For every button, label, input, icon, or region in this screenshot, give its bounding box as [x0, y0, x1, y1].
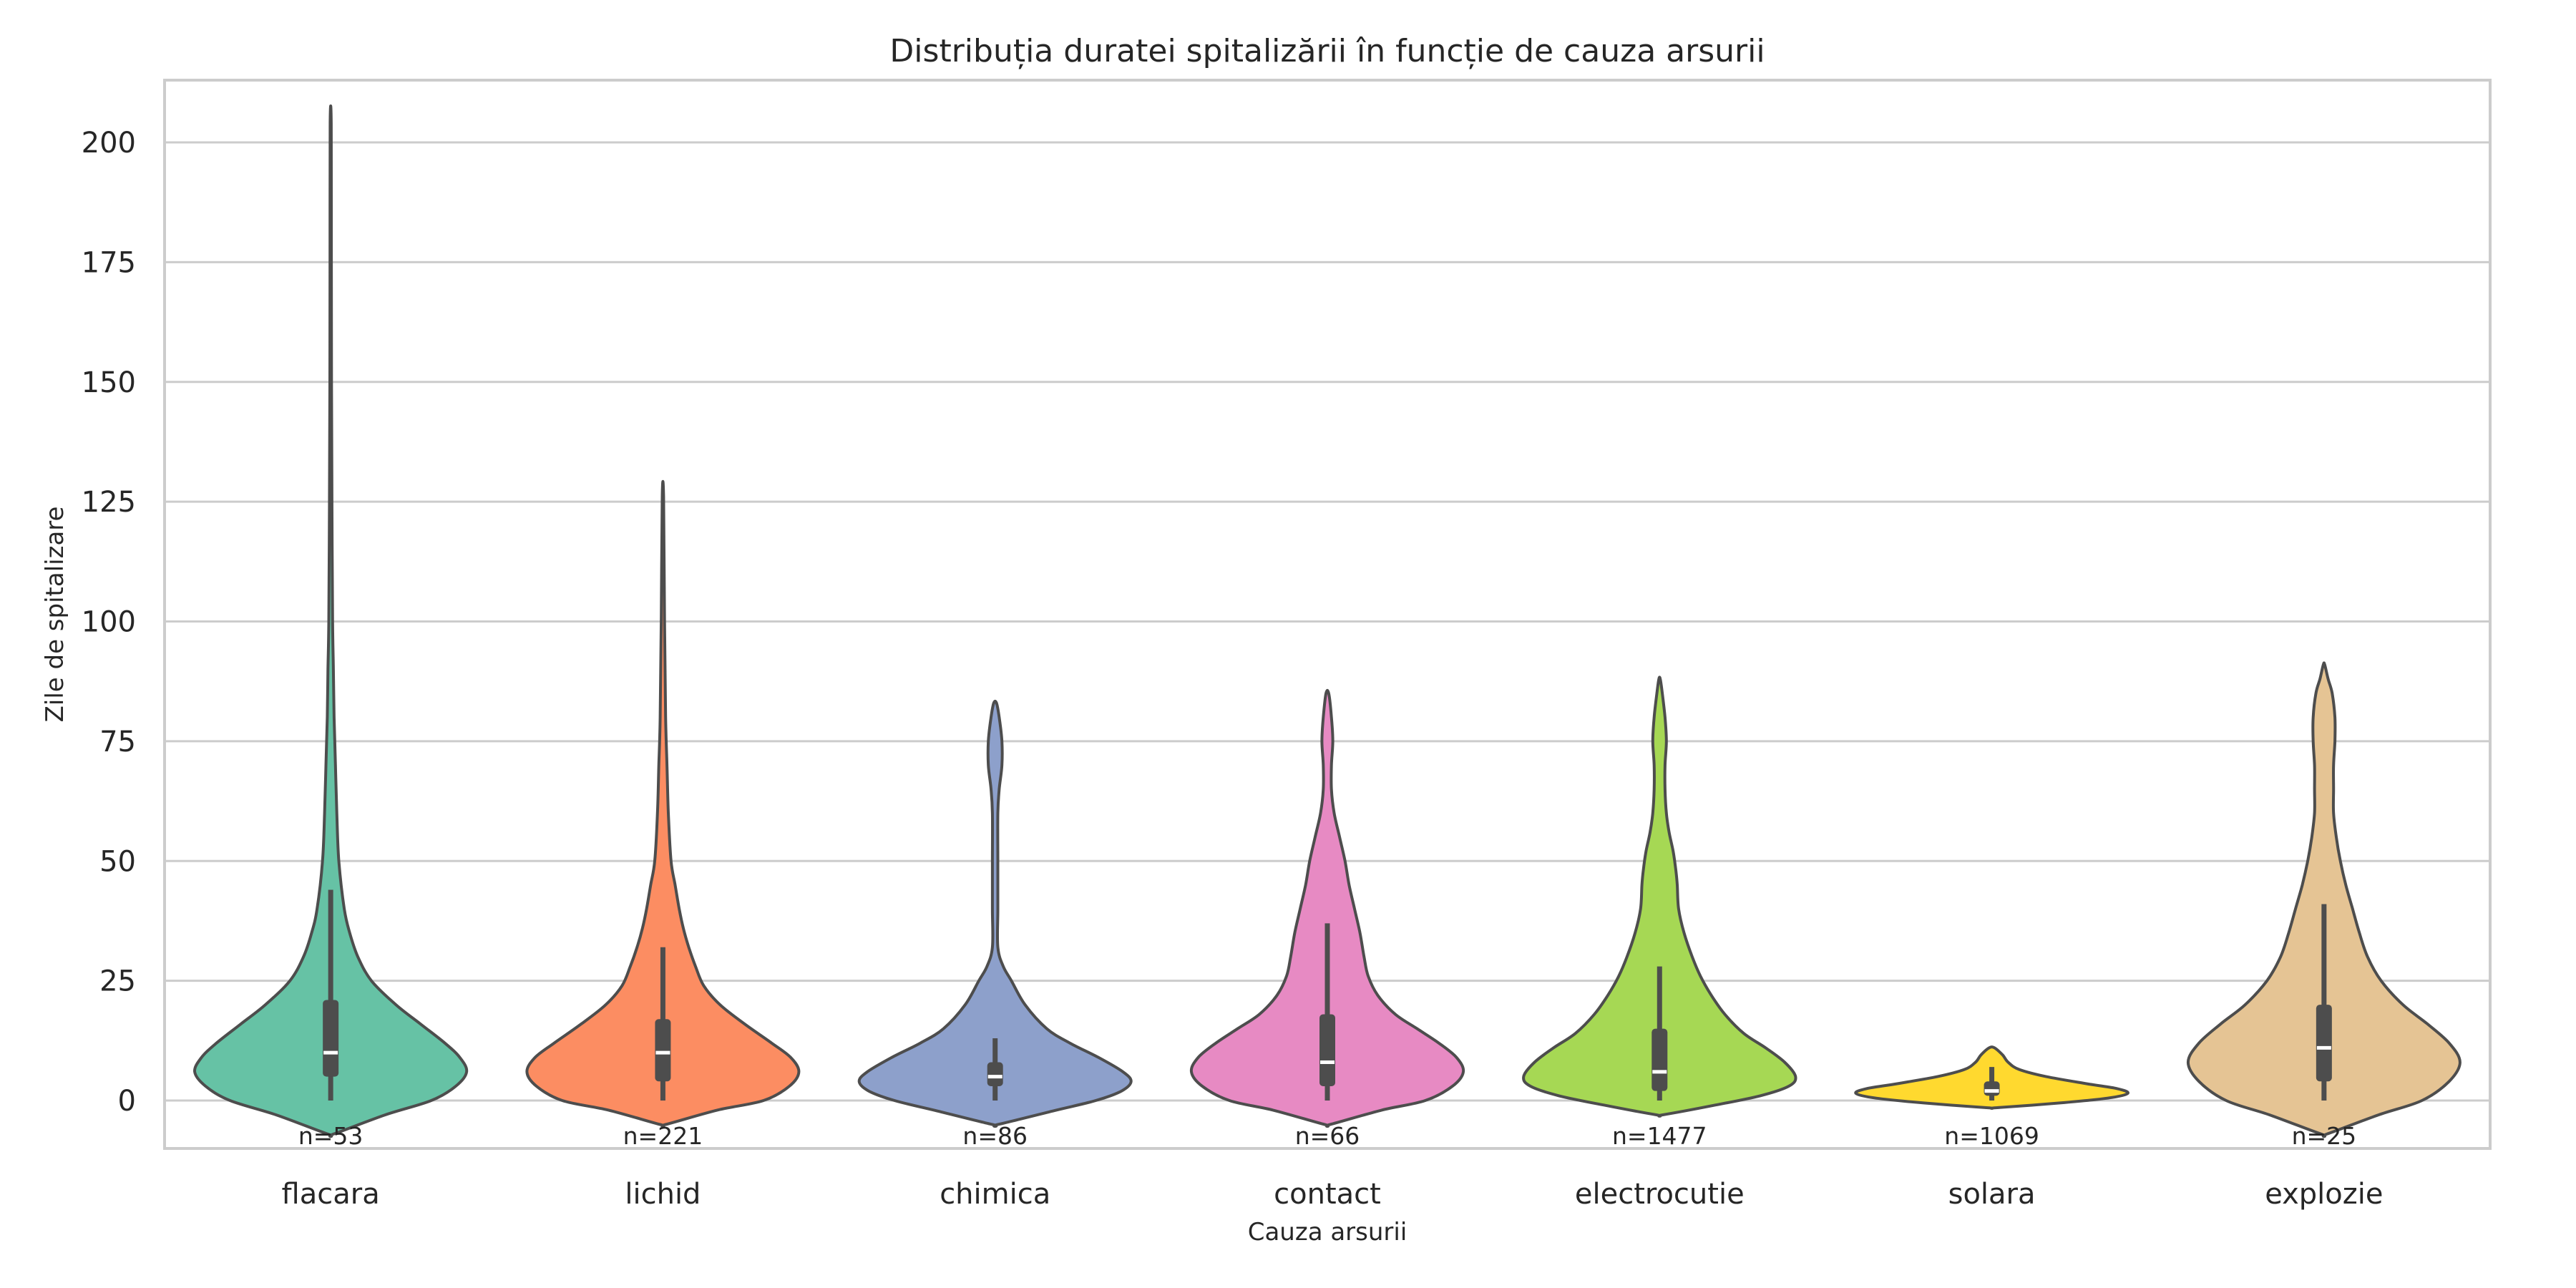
violins — [193, 104, 2462, 1138]
iqr-box-explozie — [2316, 1005, 2332, 1082]
y-tick-labels: 0 25 50 75 100 125 150 175 200 — [82, 127, 136, 1118]
x-axis-label: Cauza arsurii — [1248, 1218, 1407, 1246]
n-label-flacara: n=53 — [298, 1122, 364, 1150]
violin-chimica — [857, 699, 1133, 1128]
y-tick-label: 200 — [82, 127, 136, 160]
plot-frame — [163, 79, 2492, 1150]
y-tick-label: 125 — [82, 486, 136, 519]
x-tick-label-solara: solara — [1948, 1178, 2036, 1211]
y-tick-label: 100 — [82, 606, 136, 639]
x-tick-label-electrocutie: electrocutie — [1575, 1178, 1745, 1211]
violin-explozie — [2186, 661, 2462, 1138]
n-label-contact: n=66 — [1295, 1122, 1360, 1150]
x-tick-label-contact: contact — [1274, 1178, 1381, 1211]
y-tick-label: 0 — [118, 1085, 136, 1118]
n-label-lichid: n=221 — [623, 1122, 703, 1150]
x-tick-label-explozie: explozie — [2265, 1178, 2383, 1211]
x-tick-labels: flacara lichid chimica contact electrocutie s… — [282, 1178, 2384, 1211]
chart-title: Distribuția duratei spitalizării în func… — [889, 33, 1765, 69]
y-tick-label: 25 — [99, 965, 136, 998]
n-label-solara: n=1069 — [1944, 1122, 2039, 1150]
iqr-box-solara — [1984, 1081, 2000, 1096]
x-tick-label-flacara: flacara — [282, 1178, 380, 1211]
violin-flacara — [193, 104, 469, 1138]
y-axis-label: Zile de spitalizare — [41, 507, 69, 723]
n-labels: n=53 n=221 n=86 n=66 n=1477 n=1069 n=25 — [298, 1122, 2356, 1150]
y-tick-label: 50 — [99, 845, 136, 878]
violin-electrocutie — [1522, 675, 1797, 1118]
y-tick-label: 150 — [82, 366, 136, 399]
iqr-box-electrocutie — [1652, 1028, 1668, 1091]
x-tick-label-lichid: lichid — [625, 1178, 701, 1211]
x-tick-label-chimica: chimica — [940, 1178, 1050, 1211]
n-label-chimica: n=86 — [962, 1122, 1028, 1150]
iqr-box-flacara — [323, 1000, 339, 1077]
y-tick-label: 175 — [82, 246, 136, 279]
y-tick-label: 75 — [99, 726, 136, 758]
n-label-explozie: n=25 — [2292, 1122, 2357, 1150]
violin-lichid — [525, 479, 801, 1128]
n-label-electrocutie: n=1477 — [1612, 1122, 1707, 1150]
iqr-box-lichid — [655, 1019, 671, 1082]
iqr-box-chimica — [987, 1062, 1003, 1086]
iqr-box-contact — [1319, 1014, 1335, 1086]
violin-contact — [1189, 688, 1465, 1128]
